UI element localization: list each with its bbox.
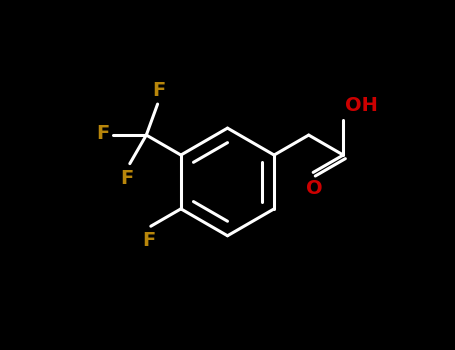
Text: OH: OH (345, 96, 378, 115)
Text: F: F (96, 124, 109, 143)
Text: F: F (142, 231, 156, 250)
Text: F: F (153, 81, 166, 100)
Text: O: O (306, 178, 322, 198)
Text: F: F (121, 169, 134, 188)
